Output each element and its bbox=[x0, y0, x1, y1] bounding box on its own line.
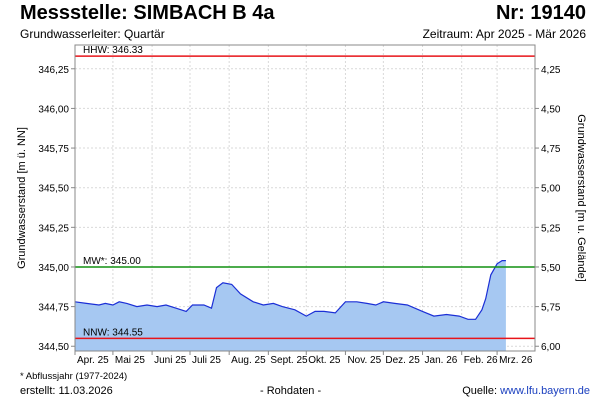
series-layer bbox=[74, 260, 506, 351]
right-tick-label: 5,75 bbox=[541, 303, 561, 314]
aquifer-label: Grundwasserleiter: Quartär bbox=[20, 27, 165, 41]
station-number: Nr: 19140 bbox=[495, 2, 586, 24]
x-tick-label: Mrz. 26 bbox=[499, 355, 533, 366]
ref-label-mw: MW*: 345.00 bbox=[83, 256, 141, 267]
y-axis-label-left: Grundwasserstand [m ü. NN] bbox=[16, 127, 28, 269]
x-tick-label: Okt. 25 bbox=[308, 355, 341, 366]
source-link[interactable]: www.lfu.bayern.de bbox=[500, 385, 590, 397]
x-tick-label: Feb. 26 bbox=[464, 355, 498, 366]
x-tick-label: Jan. 26 bbox=[425, 355, 458, 366]
right-tick-label: 4,25 bbox=[541, 65, 561, 76]
source-prefix: Quelle: bbox=[462, 385, 501, 397]
left-tick-label: 345,75 bbox=[38, 144, 69, 155]
x-tick-label: Sept. 25 bbox=[270, 355, 308, 366]
x-tick-label: Aug. 25 bbox=[231, 355, 266, 366]
ref-label-nnw: NNW: 344.55 bbox=[83, 327, 143, 338]
left-tick-label: 346,00 bbox=[38, 104, 69, 115]
left-tick-label: 344,50 bbox=[38, 342, 69, 353]
series-area bbox=[75, 260, 506, 351]
y-axis-label-right: Grundwasserstand [m u. Gelände] bbox=[575, 114, 587, 282]
series-line bbox=[74, 260, 506, 320]
x-tick-label: Juni 25 bbox=[154, 355, 187, 366]
raw-data-note: - Rohdaten - bbox=[260, 385, 322, 397]
left-tick-label: 345,50 bbox=[38, 184, 69, 195]
left-tick-label: 345,25 bbox=[38, 223, 69, 234]
x-tick-label: Dez. 25 bbox=[385, 355, 420, 366]
plot-frame bbox=[74, 44, 536, 352]
x-tick-label: Nov. 25 bbox=[347, 355, 381, 366]
source-note: Quelle: www.lfu.bayern.de bbox=[462, 385, 590, 397]
left-tick-label: 346,25 bbox=[38, 65, 69, 76]
right-tick-label: 4,75 bbox=[541, 144, 561, 155]
station-title: Messstelle: SIMBACH B 4a bbox=[20, 2, 275, 24]
axis-labels: 344,50 344,75 345,00 345,25 345,50 345,75 346,… bbox=[16, 65, 587, 366]
right-tick-label: 5,25 bbox=[541, 223, 561, 234]
right-tick-label: 5,00 bbox=[541, 184, 561, 195]
x-tick-label: Apr. 25 bbox=[77, 355, 109, 366]
period-label: Zeitraum: Apr 2025 - Mär 2026 bbox=[422, 27, 586, 41]
right-tick-label: 4,50 bbox=[541, 104, 561, 115]
left-tick-label: 345,00 bbox=[38, 263, 69, 274]
x-tick-label: Mai 25 bbox=[115, 355, 145, 366]
right-tick-label: 6,00 bbox=[541, 342, 561, 353]
x-tick-label: Juli 25 bbox=[192, 355, 221, 366]
reference-lines: HHW: 346.33 MW*: 345.00 NNW: 344.55 bbox=[75, 45, 535, 340]
right-tick-label: 5,50 bbox=[541, 263, 561, 274]
ref-label-hhw: HHW: 346.33 bbox=[83, 45, 143, 56]
footnote: * Abflussjahr (1977-2024) bbox=[20, 371, 128, 382]
grid-layer bbox=[75, 45, 535, 351]
created-date: erstellt: 11.03.2026 bbox=[20, 385, 113, 397]
left-tick-label: 344,75 bbox=[38, 303, 69, 314]
